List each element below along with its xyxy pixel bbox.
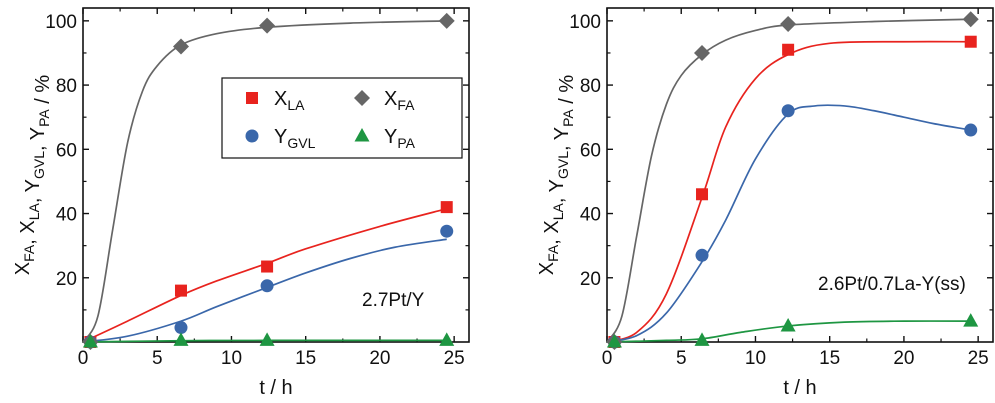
y-tick-label: 100	[45, 12, 77, 33]
y-axis-label: XFA, XLA, YGVL, YPA / %	[536, 75, 578, 276]
legend-label-Y_PA: YPA	[384, 126, 416, 151]
data-point-X_FA	[172, 38, 189, 55]
x-tick-label: 15	[819, 348, 840, 369]
data-point-Y_GVL	[440, 224, 454, 238]
data-point-Y_PA	[439, 332, 455, 346]
data-point-Y_GVL	[695, 248, 709, 262]
legend-label-Y_GVL: YGVL	[274, 126, 316, 151]
fit-curve-Y_GVL	[606, 104, 971, 343]
x-tick-label: 15	[295, 348, 316, 369]
data-point-Y_GVL	[964, 123, 978, 137]
data-point-X_FA	[780, 16, 797, 33]
y-tick-label: 20	[580, 269, 601, 290]
data-point-X_LA	[440, 201, 453, 214]
plot-frame	[82, 7, 470, 343]
x-axis-label: t / h	[259, 377, 292, 399]
chart-panel-right: 0 5 10 15 20 25 20 40 60 80 100 t / h XFA, XLA, YGVL…	[536, 7, 994, 399]
x-tick-label: 25	[968, 348, 989, 369]
data-point-X_LA	[782, 43, 795, 56]
data-point-Y_PA	[259, 332, 275, 346]
y-tick-label: 20	[56, 269, 77, 290]
data-point-X_FA	[694, 44, 711, 61]
data-point-Y_PA	[82, 334, 98, 348]
data-point-Y_GVL	[260, 279, 274, 293]
x-tick-label: 5	[152, 348, 163, 369]
x-tick-label: 10	[745, 348, 766, 369]
data-point-X_LA	[174, 284, 187, 297]
chart-panel-left: 0 5 10 15 20 25 20 40 60 80 100 t / h XFA, XLA, YGVL…	[12, 7, 470, 399]
x-tick-label: 20	[893, 348, 914, 369]
legend: XLA XFA YGVL YPA	[221, 77, 463, 159]
fit-curve-X_FA	[606, 18, 971, 343]
data-point-Y_GVL	[781, 104, 795, 118]
x-tick-label: 10	[221, 348, 242, 369]
legend-label-X_LA: XLA	[274, 88, 305, 113]
data-point-Y_GVL	[174, 321, 188, 335]
data-point-X_FA	[438, 12, 455, 29]
data-point-Y_PA	[606, 334, 622, 348]
x-tick-label: 5	[676, 348, 687, 369]
legend-box	[221, 77, 463, 159]
legend-marker-X_FA	[354, 90, 370, 106]
y-tick-label: 40	[580, 205, 601, 226]
y-tick-label: 60	[56, 140, 77, 161]
plot-frame	[606, 7, 994, 343]
y-tick-label: 100	[569, 12, 601, 33]
data-point-Y_PA	[173, 332, 189, 346]
x-tick-label: 0	[78, 348, 89, 369]
x-axis-label: t / h	[783, 377, 816, 399]
x-tick-label: 25	[444, 348, 465, 369]
fit-curve-X_LA	[606, 40, 971, 343]
legend-marker-X_LA	[246, 92, 258, 104]
x-tick-label: 0	[602, 348, 613, 369]
fit-curve-Y_PA	[606, 320, 971, 343]
data-point-Y_PA	[694, 332, 710, 346]
catalyst-label: 2.6Pt/0.7La-Y(ss)	[818, 274, 966, 295]
data-point-Y_PA	[963, 313, 979, 327]
x-tick-label: 20	[369, 348, 390, 369]
data-point-X_FA	[259, 17, 276, 34]
data-point-X_FA	[962, 11, 979, 28]
data-point-X_LA	[696, 188, 709, 201]
data-point-X_LA	[261, 260, 274, 273]
y-tick-label: 80	[56, 76, 77, 97]
legend-marker-Y_GVL	[245, 129, 259, 143]
y-tick-label: 40	[56, 205, 77, 226]
fit-curve-X_LA	[82, 207, 447, 343]
legend-marker-Y_PA	[354, 128, 370, 142]
y-axis-label: XFA, XLA, YGVL, YPA / %	[12, 75, 54, 276]
fit-curve-Y_PA	[82, 339, 447, 343]
data-point-Y_PA	[780, 317, 796, 332]
data-point-X_LA	[964, 35, 977, 48]
y-tick-label: 80	[580, 76, 601, 97]
fit-curve-X_FA	[82, 20, 447, 343]
y-tick-label: 60	[580, 140, 601, 161]
catalyst-label: 2.7Pt/Y	[362, 290, 425, 311]
legend-label-X_FA: XFA	[384, 88, 415, 113]
